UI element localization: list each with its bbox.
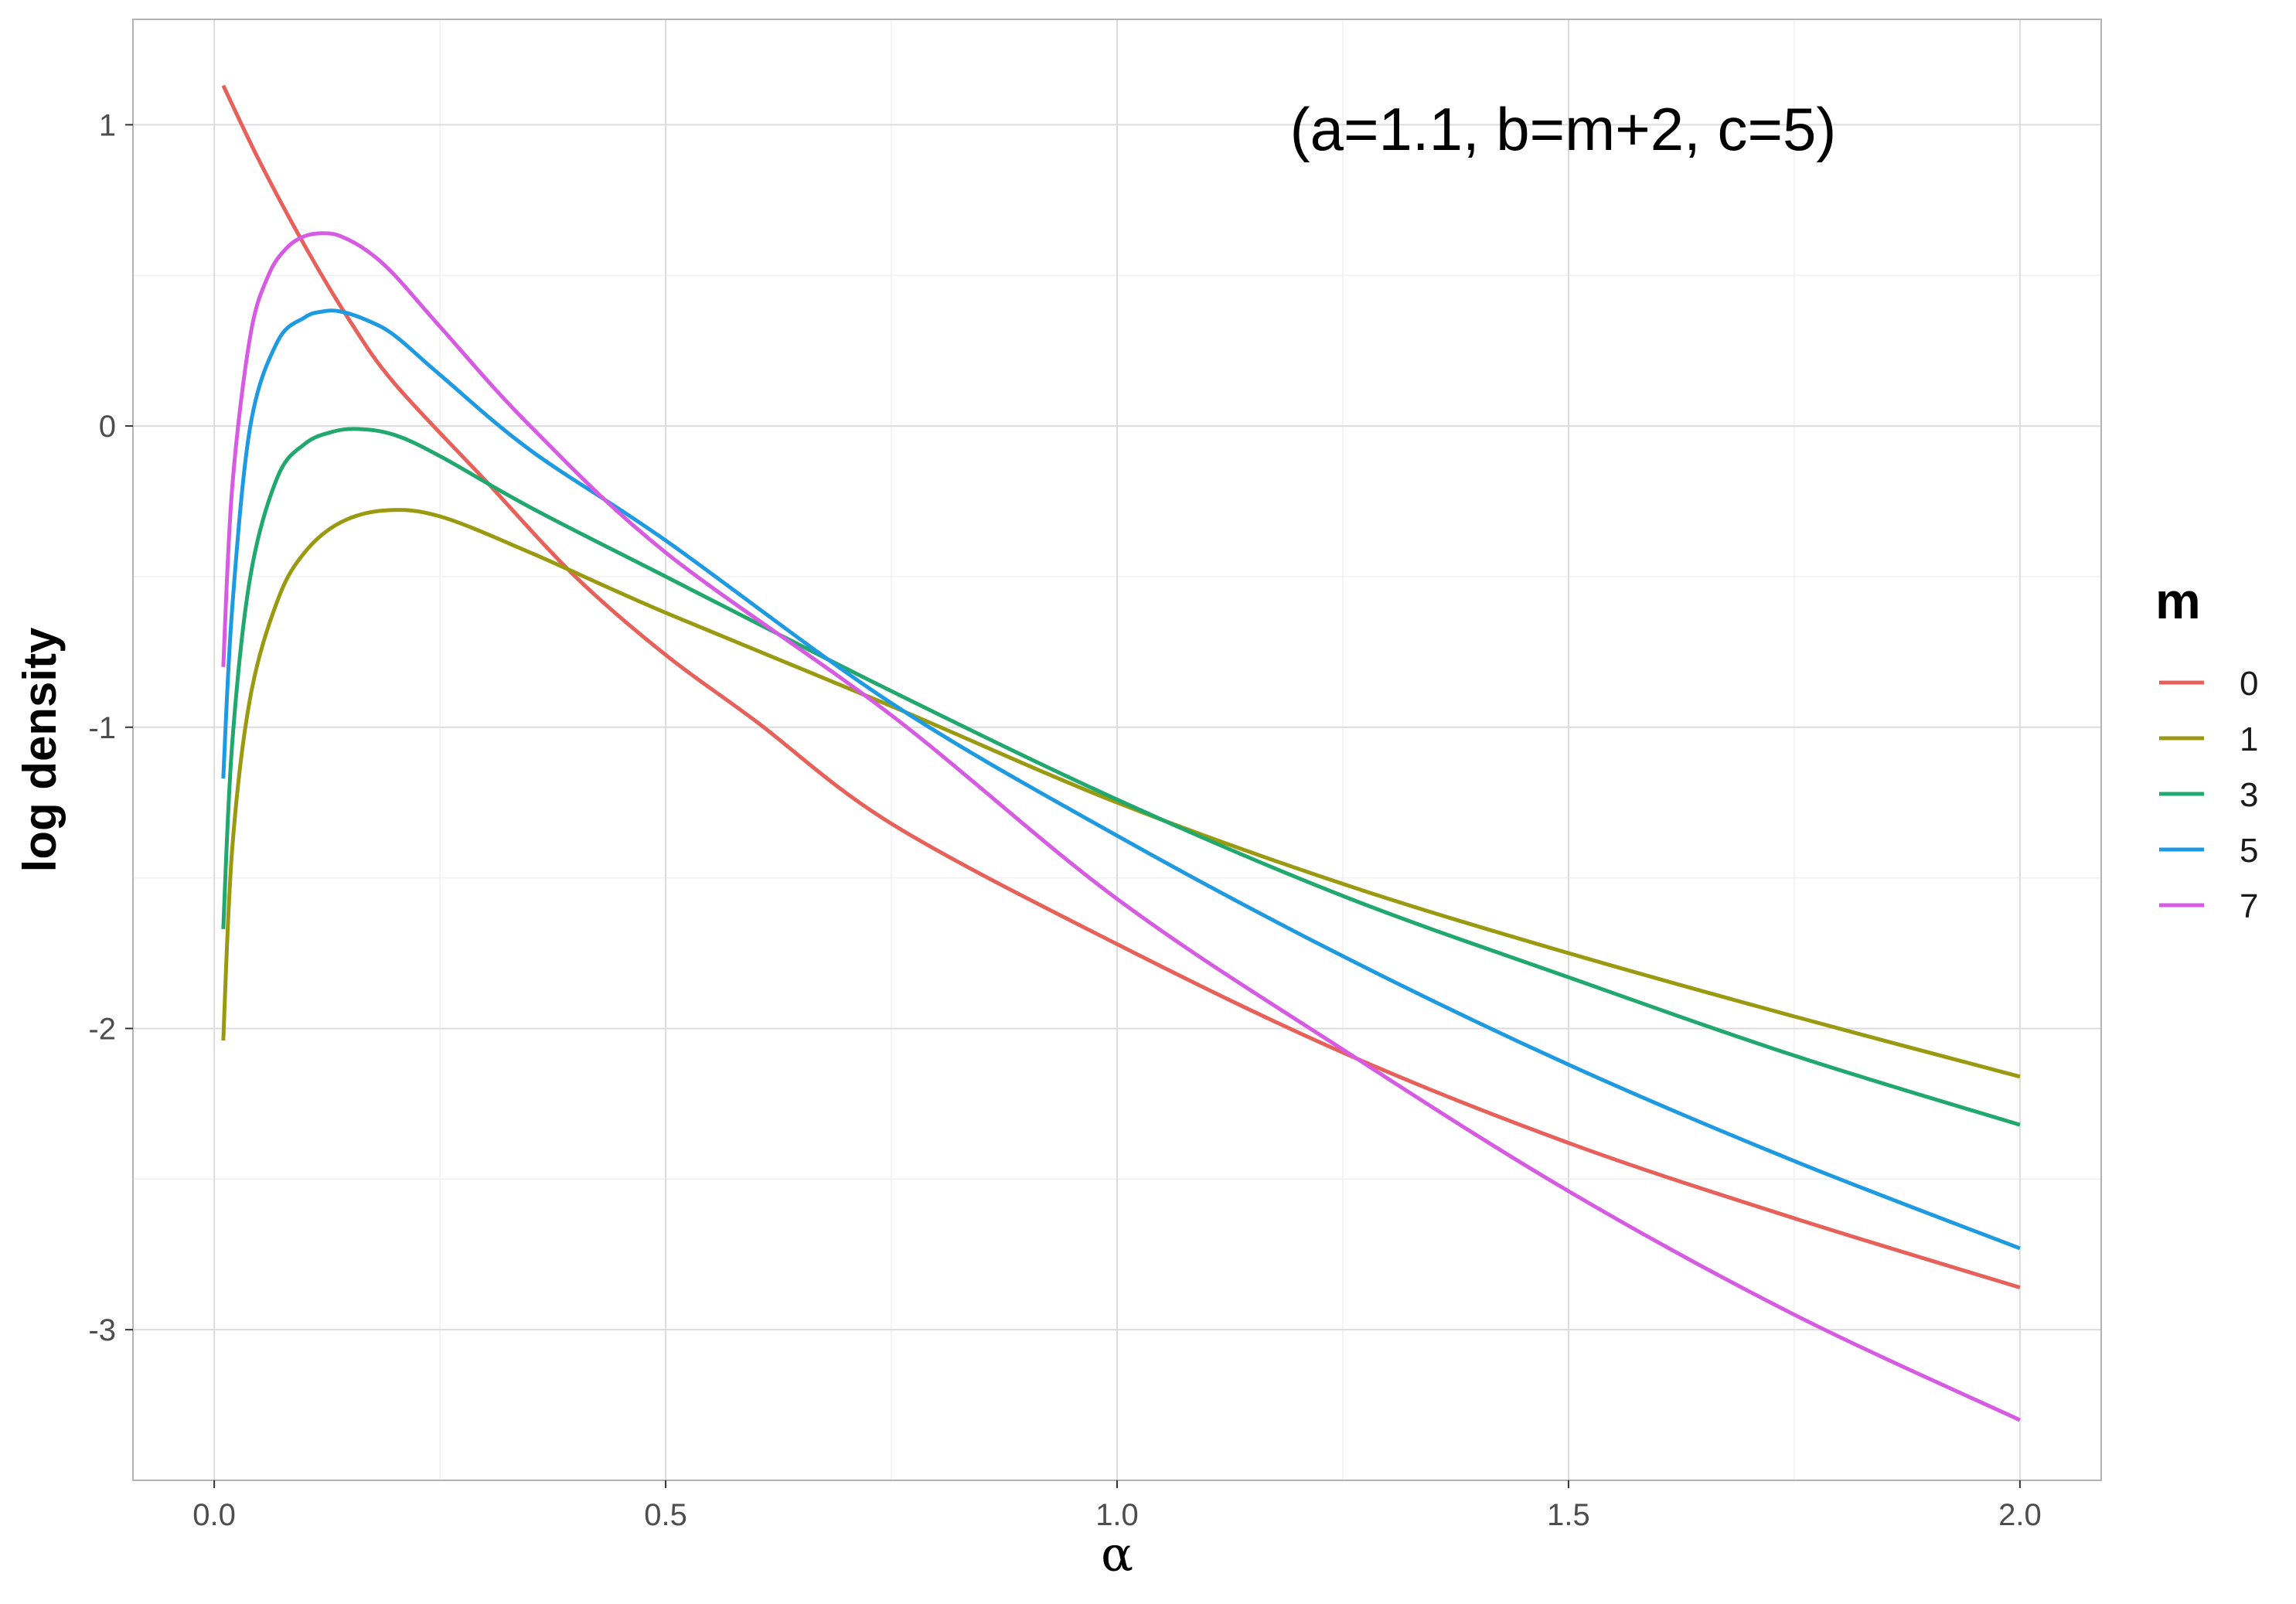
series-line-m-0 xyxy=(221,84,2021,1289)
x-axis-title: α xyxy=(1101,1526,1133,1582)
legend: m 0 1 3 5 7 xyxy=(2155,572,2258,925)
y-tick-label: -3 xyxy=(88,1313,116,1347)
legend-label-m-3: 3 xyxy=(2240,776,2258,814)
x-axis: 0.0 0.5 1.0 1.5 2.0 xyxy=(192,1480,2042,1532)
legend-title: m xyxy=(2155,572,2201,629)
series-line-m-7 xyxy=(221,231,2021,1422)
y-tick-label: -1 xyxy=(88,711,116,745)
legend-label-m-5: 5 xyxy=(2240,832,2258,870)
x-tick-label: 0.0 xyxy=(192,1498,236,1532)
series-line-m-5 xyxy=(221,308,2021,1251)
x-tick-label: 1.0 xyxy=(1095,1498,1139,1532)
y-tick-label: -2 xyxy=(88,1012,116,1046)
x-tick-label: 0.5 xyxy=(644,1498,687,1532)
x-tick-label: 2.0 xyxy=(1998,1498,2042,1532)
grid-major xyxy=(133,19,2101,1480)
y-axis-title: log density xyxy=(14,627,66,872)
legend-label-m-1: 1 xyxy=(2240,720,2258,758)
chart-annotation: (a=1.1, b=m+2, c=5) xyxy=(1290,95,1837,163)
y-tick-label: 0 xyxy=(99,410,116,444)
x-tick-label: 1.5 xyxy=(1547,1498,1590,1532)
series-line-m-3 xyxy=(221,427,2021,1127)
y-tick-label: 1 xyxy=(99,108,116,142)
y-axis: -3 -2 -1 0 1 xyxy=(88,108,133,1347)
series-line-m-1 xyxy=(221,508,2021,1079)
series-lines xyxy=(221,84,2021,1422)
legend-label-m-7: 7 xyxy=(2240,887,2258,925)
legend-label-m-0: 0 xyxy=(2240,665,2258,703)
